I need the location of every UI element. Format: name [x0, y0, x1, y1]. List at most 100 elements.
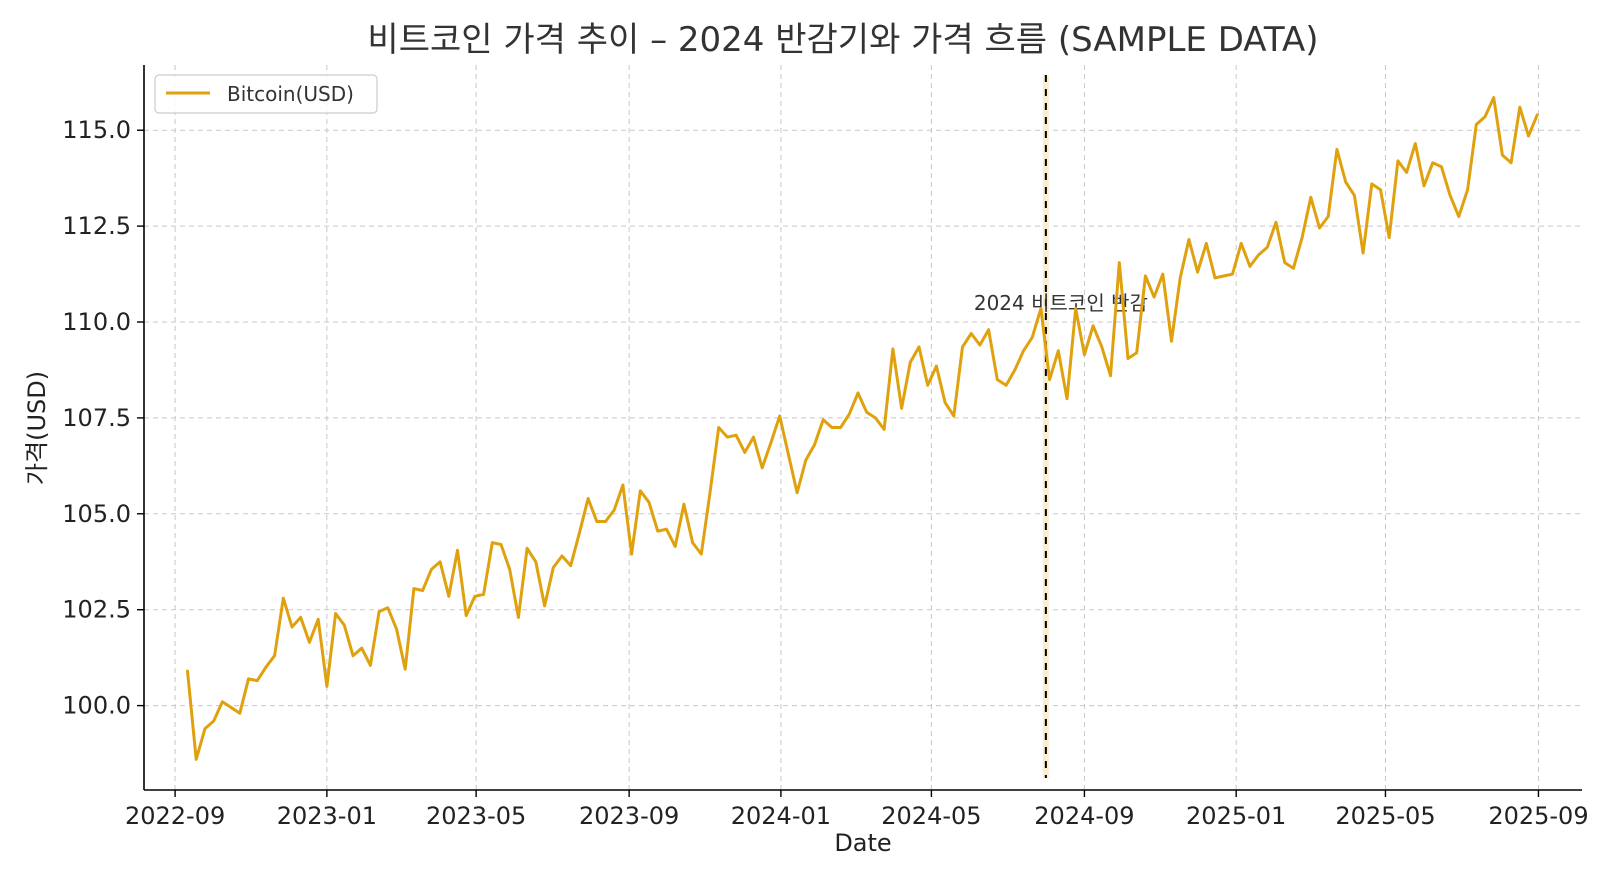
data-point	[308, 641, 311, 644]
data-point	[203, 727, 207, 730]
data-point	[1083, 353, 1086, 356]
data-point	[874, 416, 877, 420]
series-layer	[186, 96, 1539, 761]
x-tick-label: 2025-09	[1488, 802, 1588, 830]
data-point	[1396, 159, 1400, 163]
data-point	[517, 616, 520, 619]
data-point	[1178, 276, 1182, 280]
data-point	[839, 426, 842, 429]
data-point	[560, 554, 564, 558]
data-point	[691, 541, 694, 544]
data-point	[630, 552, 633, 556]
data-point	[1022, 349, 1025, 353]
series-line-bitcoin	[186, 96, 1539, 761]
data-point	[1135, 351, 1138, 354]
data-point	[821, 418, 825, 422]
x-ticks: 2022-09 2023-01 2023-05 2023-09 2024-01 2024-…	[125, 790, 1589, 830]
data-point	[1448, 194, 1452, 197]
data-point	[264, 665, 268, 669]
data-point	[656, 529, 660, 533]
data-point	[1265, 245, 1269, 249]
y-tick-label: 102.5	[62, 596, 131, 624]
data-point	[395, 627, 398, 631]
data-point	[221, 700, 224, 704]
y-tick-label: 107.5	[62, 404, 131, 432]
data-point	[299, 616, 303, 619]
data-point	[377, 610, 381, 613]
data-point	[969, 332, 973, 335]
data-point	[1231, 272, 1234, 276]
data-point	[551, 566, 555, 569]
data-point	[1353, 194, 1356, 197]
y-tick-label: 115.0	[62, 116, 131, 144]
data-point	[586, 497, 590, 500]
data-point	[1004, 384, 1008, 387]
data-point	[1213, 276, 1217, 280]
data-point	[1117, 261, 1121, 264]
legend-label: Bitcoin(USD)	[227, 82, 354, 106]
x-tick-label: 2023-01	[277, 802, 377, 830]
x-axis-label: Date	[834, 829, 891, 857]
data-point	[830, 426, 834, 429]
data-point	[595, 520, 599, 523]
x-tick-label: 2025-01	[1186, 802, 1286, 830]
data-point	[1387, 236, 1391, 239]
data-point	[926, 384, 929, 387]
x-tick-label: 2023-05	[426, 802, 526, 830]
data-point	[1535, 113, 1539, 117]
data-point	[935, 364, 938, 368]
data-point	[604, 520, 607, 523]
data-point	[647, 501, 651, 504]
data-point	[908, 360, 912, 364]
data-point	[673, 545, 677, 548]
data-point	[1326, 215, 1330, 218]
data-point	[255, 679, 259, 682]
data-point	[891, 347, 895, 351]
data-point	[403, 667, 407, 671]
x-tick-label: 2024-01	[731, 802, 831, 830]
data-point	[717, 426, 721, 429]
data-point	[1431, 161, 1435, 165]
data-point	[760, 466, 764, 470]
y-tick-label: 105.0	[62, 500, 131, 528]
data-point	[699, 552, 703, 556]
data-point	[1300, 236, 1304, 239]
data-point	[273, 654, 276, 658]
data-point	[247, 677, 250, 681]
data-point	[1030, 336, 1034, 339]
data-point	[952, 414, 956, 418]
data-point	[900, 407, 903, 410]
y-ticks: 100.0 102.5 105.0 107.5 110.0 112.5 115.0	[62, 116, 144, 720]
data-point	[430, 568, 433, 571]
data-point	[795, 491, 799, 495]
grid	[144, 65, 1582, 790]
data-point	[1474, 123, 1478, 126]
data-point	[778, 414, 781, 418]
data-point	[1039, 307, 1043, 310]
data-point	[386, 606, 390, 610]
data-point	[499, 543, 503, 546]
data-point	[961, 345, 964, 349]
data-point	[682, 502, 686, 506]
data-point	[186, 669, 189, 673]
data-point	[1318, 226, 1321, 230]
data-point	[325, 685, 329, 688]
data-point	[464, 614, 468, 617]
y-tick-label: 112.5	[62, 212, 131, 240]
data-point	[708, 491, 712, 495]
data-point	[369, 664, 372, 667]
data-point	[848, 412, 851, 416]
data-point	[1144, 274, 1147, 278]
x-tick-label: 2022-09	[125, 802, 225, 830]
data-point	[229, 706, 233, 709]
data-point	[813, 443, 816, 447]
data-point	[473, 594, 477, 598]
data-point	[1239, 242, 1243, 245]
data-point	[1422, 184, 1426, 188]
data-point	[238, 711, 242, 715]
data-point	[1248, 265, 1252, 268]
data-point	[543, 604, 546, 608]
data-point	[1344, 180, 1347, 184]
data-point	[194, 758, 198, 761]
